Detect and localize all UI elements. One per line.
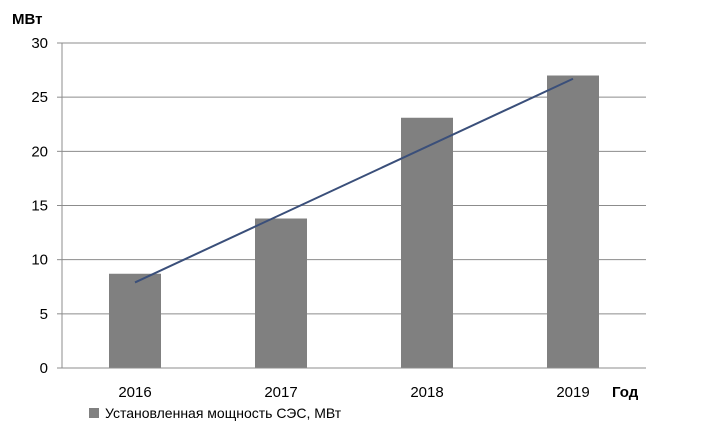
bar-2018: [401, 117, 453, 368]
bar-2019: [547, 75, 599, 368]
legend-label: Установленная мощность СЭС, МВт: [105, 405, 342, 421]
x-tick-label-2017: 2017: [264, 384, 297, 401]
y-tick-label: 15: [31, 198, 48, 215]
bar-2017: [255, 218, 307, 368]
y-tick-label: 25: [31, 89, 48, 106]
bars: [109, 75, 599, 368]
y-tick-label: 0: [40, 360, 48, 377]
x-axis-unit-label: Год: [612, 384, 639, 401]
bar-2016: [109, 273, 161, 368]
legend-swatch: [89, 408, 99, 418]
trendline-group: [134, 77, 574, 284]
y-tick-label: 5: [40, 306, 48, 323]
y-axis-unit-label: МВт: [12, 11, 42, 28]
y-tick-label: 10: [31, 252, 48, 269]
trendline: [134, 77, 574, 284]
x-tick-label-2016: 2016: [118, 384, 151, 401]
y-tick-label: 20: [31, 143, 48, 160]
x-tick-label-2019: 2019: [556, 384, 589, 401]
axes: [57, 42, 646, 369]
x-tick-labels: 2016 2017 2018 2019: [118, 384, 589, 401]
y-tick-label: 30: [31, 35, 48, 52]
legend: Установленная мощность СЭС, МВт: [89, 405, 342, 421]
y-tick-labels: 0 5 10 15 20 25 30: [31, 35, 48, 377]
x-tick-label-2018: 2018: [410, 384, 443, 401]
